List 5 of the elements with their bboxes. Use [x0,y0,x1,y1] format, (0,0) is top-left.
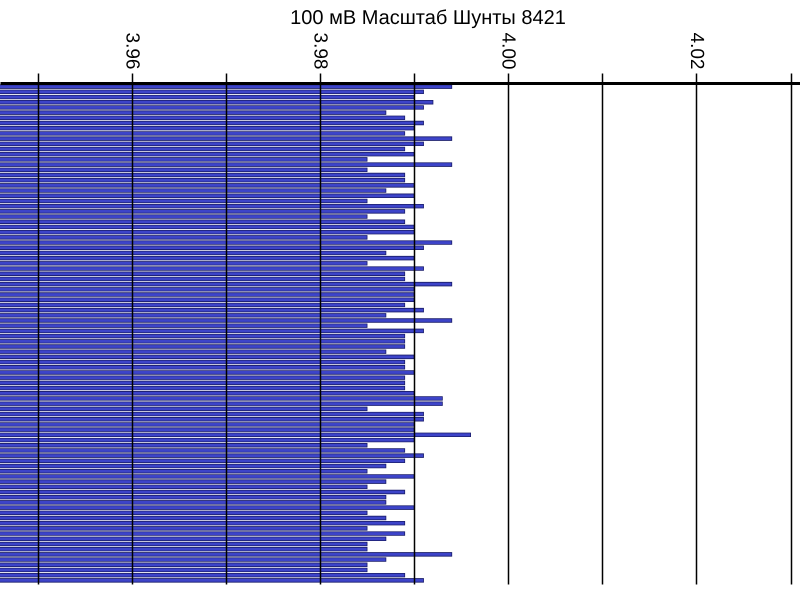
x-tick-label: 3.98 [310,32,330,70]
x-tick-label: 4.00 [498,32,519,70]
x-tick-label: 3.96 [121,32,142,70]
x-tick-label: 4.02 [686,32,707,70]
chart-title: 100 мВ Масштаб Шунты 8421 [290,7,566,30]
